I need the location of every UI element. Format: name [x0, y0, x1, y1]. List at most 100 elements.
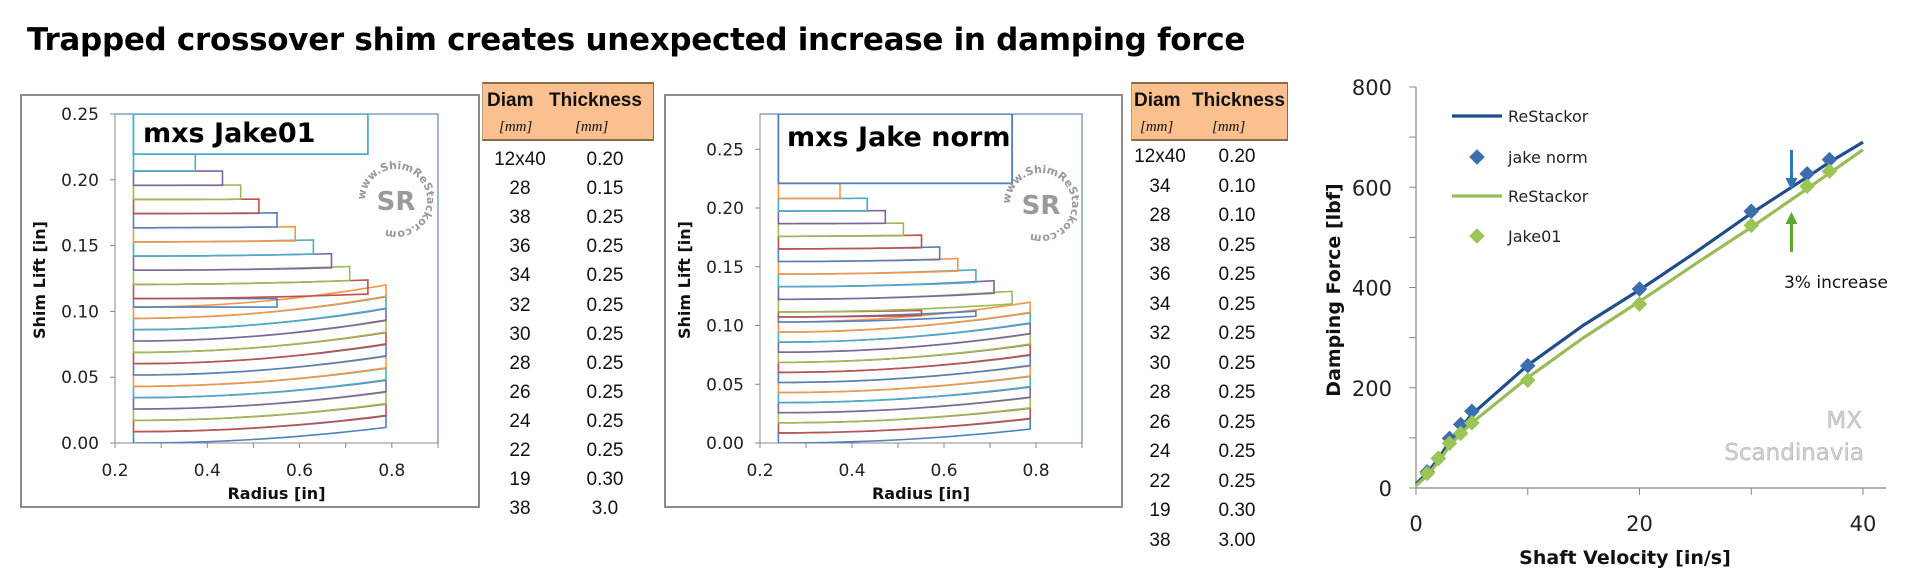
shim-outline	[132, 283, 387, 320]
x-tick-label: 0.2	[746, 461, 773, 481]
x-axis-title: Shaft Velocity [in/s]	[1519, 547, 1731, 569]
watermark-sr: SR	[377, 187, 416, 217]
legend-label: ReStackor	[1508, 187, 1589, 206]
watermark-sr: SR	[1022, 191, 1061, 221]
chart-title-box-label: mxs Jake norm	[787, 122, 1010, 153]
damping-chart: 0 200 400 600 800 0 20 40 Shaft Velocity [in/s] D…	[1323, 76, 1888, 569]
data-point-jake-norm	[1464, 403, 1480, 420]
table-cell-thickness: 0.25	[586, 381, 624, 403]
table-cell-thickness: 0.25	[1218, 382, 1256, 403]
table-cell-thickness: 0.25	[1218, 264, 1256, 285]
table-cell-thickness: 0.25	[586, 265, 624, 287]
legend-marker-swatch	[1469, 149, 1485, 165]
table-cell-thickness: 0.25	[586, 207, 624, 229]
legend-label: ReStackor	[1508, 107, 1589, 126]
y-axis-title: Damping Force [lbf]	[1323, 183, 1345, 396]
y-tick-label: 0.25	[61, 105, 99, 125]
table-cell-thickness: 0.25	[1218, 293, 1256, 315]
data-point-jake01	[1799, 178, 1815, 195]
table-cell-thickness: 0.25	[1218, 352, 1256, 374]
column-unit: [mm]	[575, 119, 609, 135]
column-unit: [mm]	[1140, 119, 1174, 135]
table-cell-thickness: 0.25	[1218, 411, 1256, 433]
table-cell-diam: 30	[1149, 352, 1171, 374]
column-header-thickness: Thickness	[1192, 90, 1285, 111]
y-tick-label: 0.10	[61, 302, 99, 322]
series-line-restackor	[1414, 140, 1864, 486]
table-cell-diam: 26	[1149, 411, 1171, 433]
y-tick-label: 0.00	[706, 434, 744, 454]
table-cell-thickness: 0.15	[586, 178, 624, 200]
y-tick-label: 0.10	[706, 317, 744, 337]
data-point-jake01	[1464, 415, 1480, 431]
y-tick-label: 0.25	[706, 140, 744, 160]
x-axis-title: Radius [in]	[872, 484, 970, 503]
y-tick-label: 0.15	[61, 237, 99, 257]
table-cell-thickness: 0.30	[1218, 500, 1256, 521]
data-point-jake-norm	[1821, 151, 1838, 168]
table-cell-thickness: 0.25	[586, 352, 624, 374]
table-cell-diam: 28	[1149, 205, 1171, 226]
table-cell-diam: 32	[1149, 323, 1171, 344]
legend-marker-swatch	[1469, 228, 1485, 244]
table-header: Diam [mm] Thickness [mm]	[482, 82, 654, 141]
table-cell-diam: 24	[509, 410, 531, 432]
table-cell-thickness: 0.25	[1218, 323, 1256, 344]
clamp-shim	[132, 114, 369, 156]
chart-frame-jake01	[20, 94, 480, 508]
data-point-jake-norm	[1799, 165, 1815, 182]
column-header-thickness: Thickness	[549, 90, 642, 111]
y-tick-label: 0	[1379, 477, 1392, 501]
y-tick-label: 400	[1352, 277, 1392, 301]
column-unit: [mm]	[499, 119, 533, 135]
x-tick-label: 0.4	[838, 461, 865, 481]
shim-outline	[777, 301, 1031, 333]
table-cell-thickness: 0.25	[586, 236, 624, 258]
table-cell-thickness: 3.00	[1218, 529, 1256, 551]
table-cell-diam: 19	[509, 469, 531, 491]
table-cell-diam: 38	[1149, 529, 1171, 551]
table-cell-diam: 38	[1149, 234, 1171, 256]
table-cell-diam: 34	[1149, 175, 1171, 197]
table-cell-diam: 36	[1149, 264, 1171, 285]
data-point-jake01	[1519, 372, 1536, 389]
table-cell-diam: 36	[509, 236, 531, 258]
y-axis-title: Shim Lift [in]	[675, 221, 694, 339]
y-tick-label: 600	[1352, 176, 1392, 200]
shim-table-jake01: Diam [mm] Thickness [mm] 12x40 0.20 28 0.15 38 0.…	[482, 82, 654, 522]
x-tick-label: 0.2	[101, 461, 128, 481]
table-cell-diam: 28	[509, 352, 531, 374]
shim-table-jake-norm: Diam [mm] Thickness [mm] 12x40 0.20 34 0.10 28 0.…	[1131, 82, 1288, 552]
x-tick-label: 0.8	[378, 461, 405, 481]
y-tick-label: 0.00	[61, 434, 99, 454]
table-cell-diam: 38	[509, 498, 531, 520]
legend-label: jake norm	[1507, 148, 1588, 167]
table-cell-diam: 12x40	[494, 149, 546, 170]
arrow-up-icon-head	[1785, 212, 1798, 224]
table-cell-diam: 24	[1149, 441, 1171, 462]
table-cell-thickness: 0.25	[1218, 234, 1256, 256]
table-cell-diam: 32	[509, 294, 531, 316]
chart-title-box-label: mxs Jake01	[143, 118, 315, 149]
column-unit: [mm]	[1212, 119, 1246, 135]
data-point-jake01	[1631, 296, 1648, 312]
table-cell-diam: 12x40	[1134, 146, 1186, 167]
y-tick-label: 0.05	[706, 375, 744, 395]
y-tick-label: 800	[1352, 76, 1392, 100]
x-tick-label: 20	[1626, 512, 1653, 536]
table-cell-thickness: 0.25	[586, 323, 624, 345]
table-cell-thickness: 0.10	[1218, 205, 1256, 226]
table-cell-thickness: 0.25	[586, 440, 624, 461]
data-point-jake01	[1430, 450, 1447, 467]
shim-chart-jake-norm: 0.2 0.4 0.6 0.8 0.00 0.05 0.10 0.15 0.20 0.25 Radi…	[675, 113, 1083, 503]
table-cell-diam: 34	[509, 265, 531, 287]
mx-watermark: MX	[1826, 408, 1862, 434]
x-tick-label: 0.4	[194, 461, 221, 481]
table-cell-diam: 28	[509, 178, 531, 200]
data-point-jake-norm	[1631, 281, 1648, 297]
arrow-down-icon-head	[1785, 178, 1798, 190]
page-title: Trapped crossover shim creates unexpecte…	[27, 22, 1246, 58]
table-cell-diam: 26	[509, 381, 531, 403]
